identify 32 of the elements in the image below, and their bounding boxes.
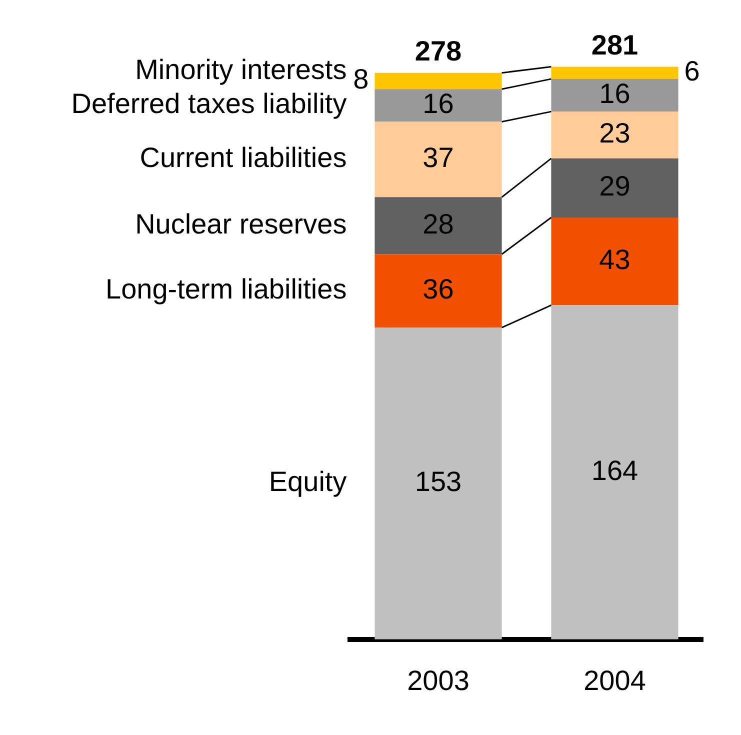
bar bbox=[551, 66, 678, 79]
data-label: 16 bbox=[599, 78, 630, 109]
data-label: 153 bbox=[414, 466, 462, 498]
bar bbox=[374, 254, 502, 328]
data-label: 8 bbox=[353, 64, 369, 95]
bar bbox=[551, 78, 678, 112]
data-label: 36 bbox=[422, 274, 454, 305]
bar bbox=[374, 122, 502, 198]
data-label: 43 bbox=[599, 244, 630, 276]
data-label: 29 bbox=[599, 170, 630, 202]
data-label: 16 bbox=[422, 88, 454, 120]
bar bbox=[374, 197, 502, 254]
total-label: 278 bbox=[414, 36, 462, 67]
bar bbox=[551, 218, 678, 306]
series-label: Deferred taxes liability bbox=[71, 88, 347, 120]
data-label: 6 bbox=[684, 56, 700, 87]
data-label: 23 bbox=[599, 118, 630, 149]
bar bbox=[551, 112, 678, 158]
bar bbox=[374, 89, 502, 122]
series-label: Current liabilities bbox=[140, 142, 347, 174]
series-label: Long-term liabilities bbox=[105, 274, 347, 305]
bar bbox=[374, 72, 502, 90]
data-label: 28 bbox=[422, 208, 454, 240]
data-label: 37 bbox=[422, 142, 454, 174]
x-tick-label: 2003 bbox=[407, 664, 470, 696]
series-label: Minority interests bbox=[135, 54, 347, 86]
data-label: 164 bbox=[591, 455, 638, 486]
total-label: 281 bbox=[591, 29, 638, 60]
bar bbox=[551, 158, 678, 218]
x-tick-label: 2004 bbox=[584, 664, 646, 696]
series-label: Nuclear reserves bbox=[135, 208, 347, 240]
series-label: Equity bbox=[268, 466, 347, 498]
